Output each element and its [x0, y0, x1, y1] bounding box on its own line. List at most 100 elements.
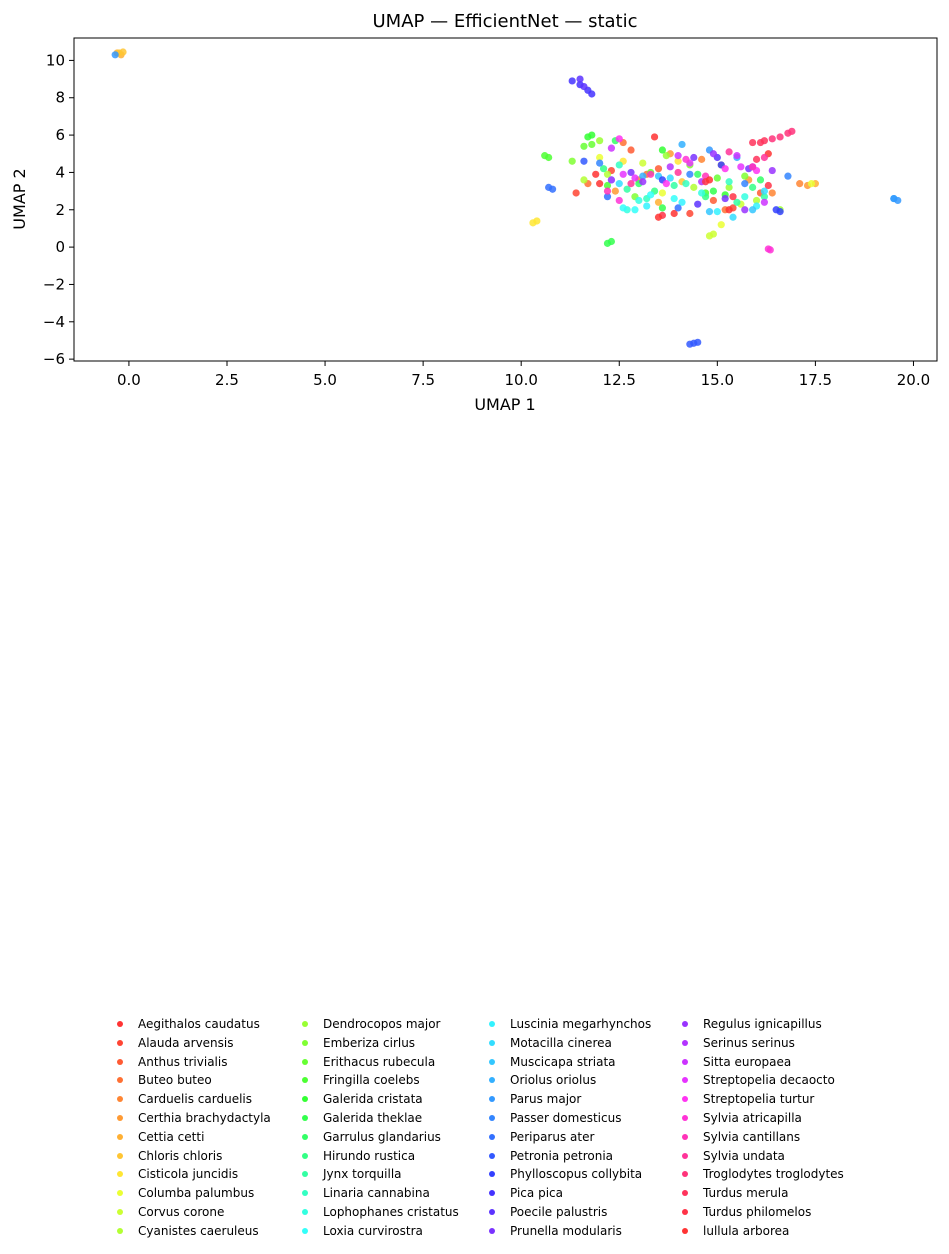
legend-item: Oriolus oriolus	[486, 1071, 596, 1089]
scatter-point	[631, 174, 639, 182]
legend-item: Corvus corone	[114, 1203, 224, 1221]
x-tick-label: 5.0	[313, 371, 337, 389]
legend-label: Columba palumbus	[138, 1186, 255, 1201]
scatter-point	[741, 172, 749, 180]
legend-label: Sylvia undata	[703, 1148, 785, 1163]
legend-marker	[489, 1039, 495, 1046]
legend-label: Streptopelia decaocto	[703, 1073, 835, 1088]
scatter-point	[627, 146, 635, 154]
legend-label: Dendrocopos major	[323, 1017, 441, 1031]
legend-label: Petronia petronia	[510, 1148, 614, 1163]
legend-label: Erithacus rubecula	[323, 1054, 436, 1069]
legend-marker	[489, 1115, 495, 1121]
legend-item: Phylloscopus collybita	[486, 1165, 642, 1183]
legend-item: Troglodytes troglodytes	[679, 1165, 844, 1183]
scatter-point	[764, 181, 772, 190]
legend-marker	[489, 1021, 495, 1027]
legend-marker	[682, 1133, 688, 1140]
legend-marker	[489, 1209, 495, 1215]
scatter-point	[529, 219, 537, 227]
legend-label: Luscinia megarhynchos	[510, 1017, 652, 1031]
legend-marker	[302, 1058, 308, 1065]
legend-item: Pica pica	[486, 1184, 563, 1202]
scatter-point	[627, 180, 635, 188]
legend-label: Aegithalos caudatus	[138, 1017, 260, 1031]
legend-label: Regulus ignicapillus	[703, 1017, 822, 1031]
scatter-point	[674, 152, 682, 160]
scatter-point	[568, 157, 576, 165]
legend-label: Parus major	[510, 1092, 582, 1107]
legend-item: Galerida cristata	[299, 1090, 423, 1108]
scatter-point	[772, 206, 780, 214]
legend-label: Turdus philomelos	[703, 1205, 812, 1219]
scatter-point	[619, 204, 627, 212]
y-axis: 10 8 6 4 2 0 −2 −4 −6	[43, 51, 74, 368]
y-tick-label: 2	[55, 201, 65, 219]
legend-label: Hirundo rustica	[323, 1148, 416, 1163]
legend-marker	[302, 1227, 308, 1234]
scatter-point	[890, 194, 898, 203]
legend-marker	[489, 1227, 495, 1234]
scatter-point	[619, 170, 627, 178]
legend-marker	[682, 1171, 688, 1178]
scatter-point	[752, 196, 761, 205]
scatter-point	[674, 168, 682, 177]
legend-item: Columba palumbus	[114, 1184, 254, 1202]
legend-label: Motacilla cinerea	[510, 1035, 612, 1050]
scatter-point	[670, 181, 678, 190]
legend-item: Jynx torquilla	[299, 1165, 402, 1183]
legend-marker	[682, 1190, 688, 1197]
legend-marker	[682, 1039, 688, 1046]
scatter-point	[674, 157, 682, 165]
legend-label: Muscicapa striata	[510, 1054, 616, 1069]
legend-item: Periparus ater	[486, 1128, 594, 1146]
legend-label: Cettia cetti	[138, 1129, 205, 1144]
scatter-point	[603, 193, 612, 201]
legend-marker	[117, 1021, 123, 1027]
legend-marker	[117, 1209, 123, 1215]
scatter-point	[607, 237, 616, 246]
scatter-point	[725, 178, 733, 186]
y-tick-label: 4	[55, 163, 65, 181]
scatter-point	[713, 208, 721, 216]
legend-marker	[489, 1077, 495, 1084]
legend-item: Certhia brachydactyla	[114, 1109, 271, 1127]
legend-label: Poecile palustris	[510, 1205, 608, 1219]
legend-marker	[117, 1115, 123, 1121]
scatter-point	[607, 144, 616, 152]
legend-item: Streptopelia decaocto	[679, 1071, 835, 1089]
legend-marker	[302, 1021, 308, 1027]
scatter-point	[733, 152, 741, 160]
y-tick-label: 10	[46, 51, 65, 69]
scatter-point	[666, 174, 674, 182]
legend-label: Carduelis carduelis	[138, 1092, 252, 1107]
scatter-point	[674, 204, 682, 212]
scatter-point	[749, 183, 757, 191]
legend-item: Loxia curvirostra	[299, 1222, 423, 1240]
scatter-point	[580, 82, 588, 91]
legend-item: Anthus trivialis	[114, 1053, 227, 1071]
legend-marker	[117, 1058, 123, 1065]
scatter-point	[807, 180, 816, 188]
scatter-point	[682, 180, 690, 188]
legend-marker	[682, 1152, 688, 1159]
x-tick-label: 12.5	[603, 371, 636, 389]
legend-label: Buteo buteo	[138, 1073, 212, 1088]
scatter-point	[694, 170, 702, 178]
scatter-point	[596, 180, 604, 188]
scatter-point	[588, 90, 596, 98]
scatter-point	[749, 138, 757, 147]
scatter-point	[603, 170, 612, 178]
scatter-point	[658, 146, 667, 154]
x-tick-label: 7.5	[411, 371, 435, 389]
legend-label: Emberiza cirlus	[323, 1035, 416, 1050]
scatter-point	[749, 206, 757, 214]
legend-marker	[117, 1039, 123, 1046]
scatter-point	[690, 339, 698, 347]
legend-item: Cyanistes caeruleus	[114, 1222, 259, 1240]
scatter-point	[119, 48, 127, 56]
scatter-point	[737, 163, 745, 171]
legend-item: Sylvia cantillans	[679, 1128, 800, 1146]
legend-item: Lophophanes cristatus	[299, 1203, 459, 1221]
scatter-point	[635, 196, 643, 205]
